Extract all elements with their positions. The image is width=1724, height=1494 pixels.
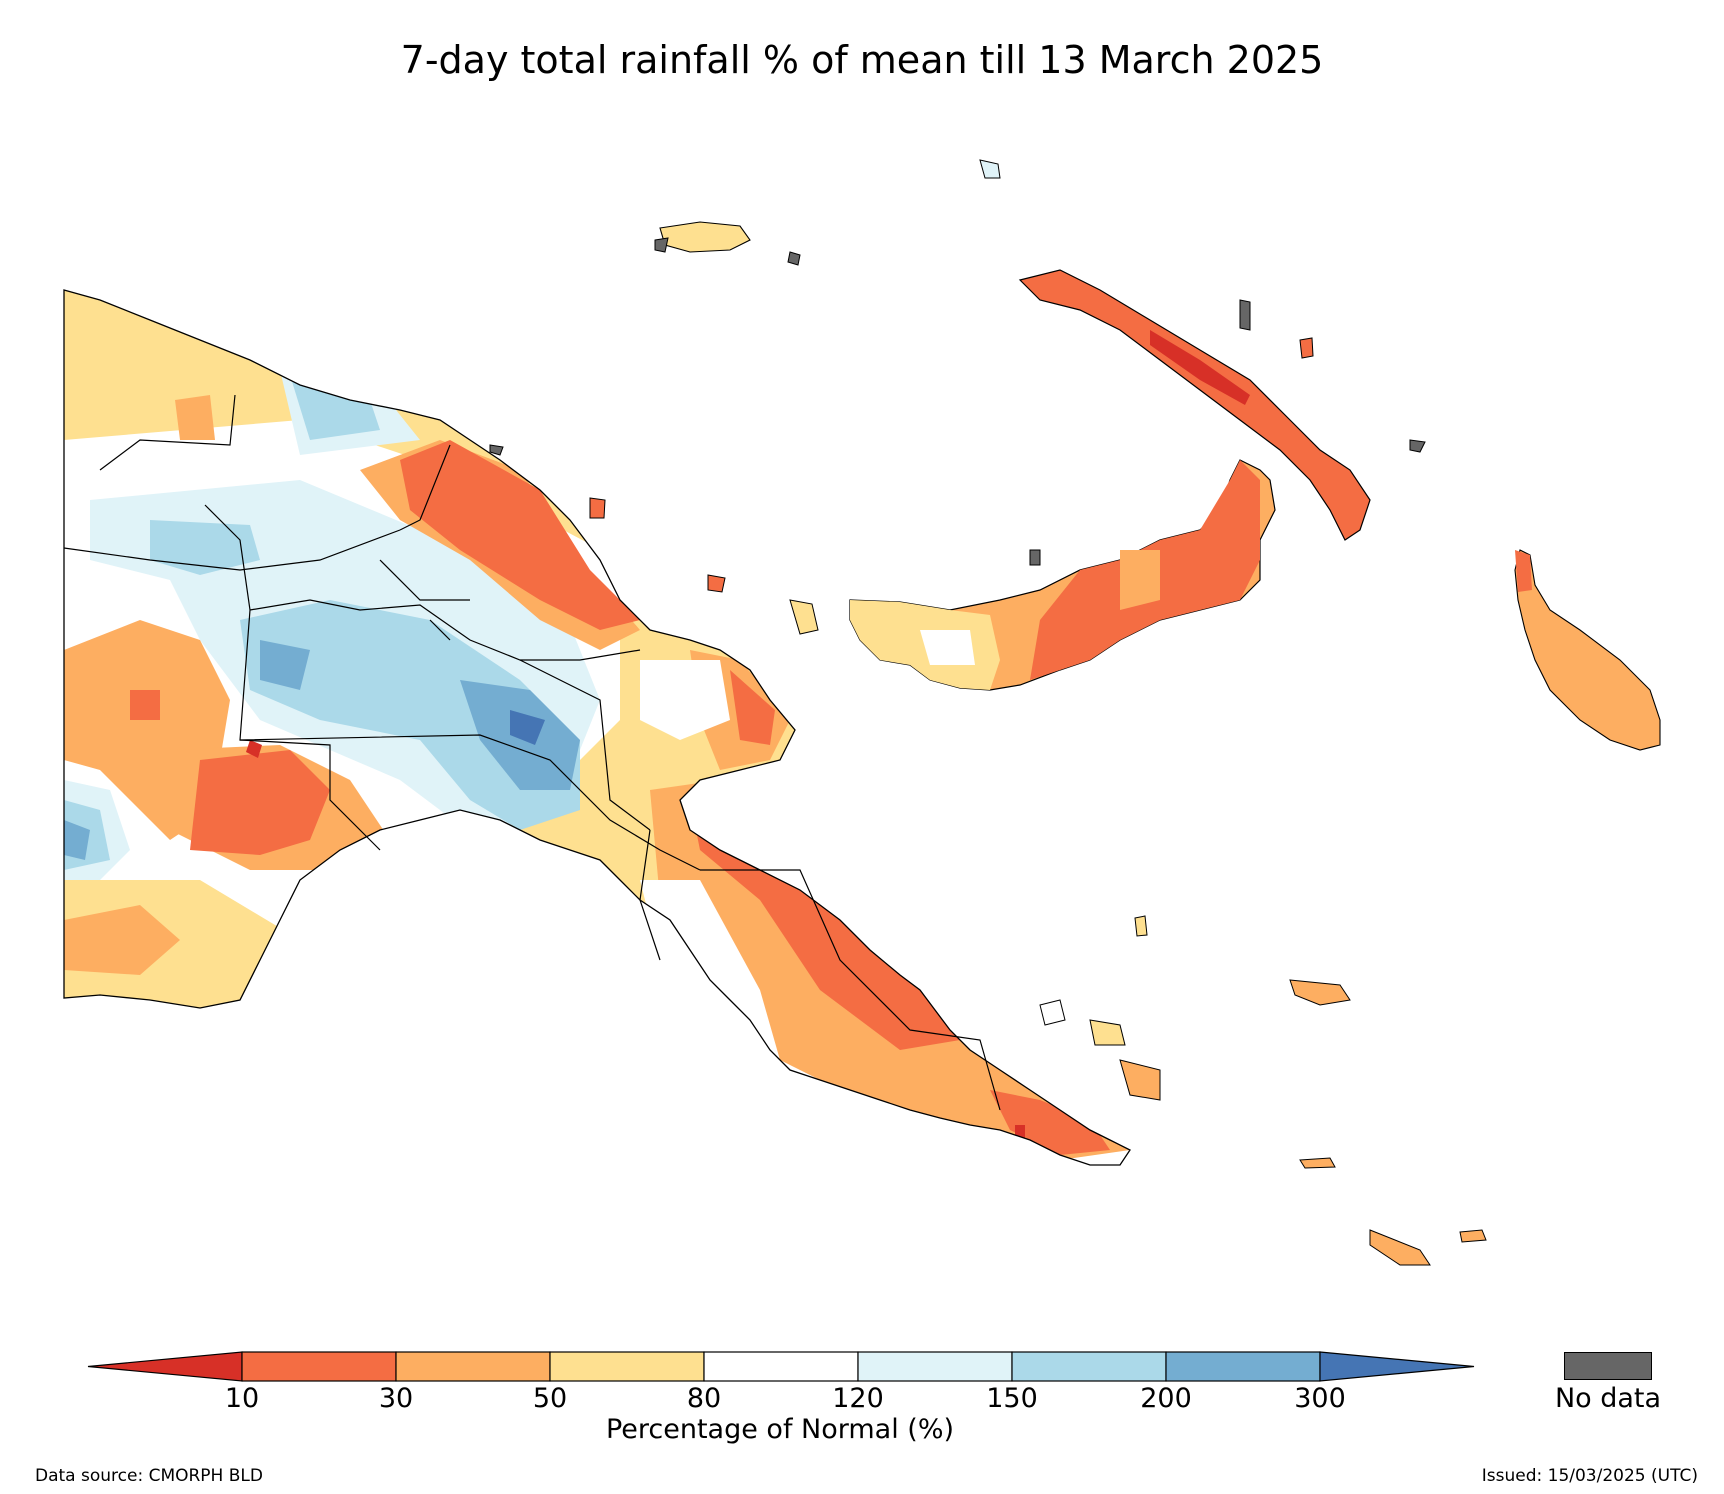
colorbar-bin-10-30 [241,1351,397,1382]
data-source-note: Data source: CMORPH BLD [35,1466,263,1486]
colorbar-bin-above-300 [1319,1351,1475,1382]
tick-label-30: 30 [378,1383,414,1414]
bougainville-island [1514,549,1661,751]
colorbar-bin-80-120 [703,1351,859,1382]
colorbar-title: Percentage of Normal (%) [605,1414,955,1445]
tick-label-150: 150 [986,1383,1038,1414]
new-ireland-island [1018,269,1371,541]
colorbar-bin-120-150 [857,1351,1013,1382]
no-data-label: No data [1554,1383,1662,1414]
tick-label-80: 80 [686,1383,722,1414]
mainland-shading [63,289,1131,1166]
no-data-swatch [1564,1352,1652,1380]
tick-label-300: 300 [1294,1383,1346,1414]
colorbar-bin-50-80 [549,1351,705,1382]
tick-label-50: 50 [532,1383,568,1414]
new-britain-island [849,459,1276,691]
tick-label-200: 200 [1140,1383,1192,1414]
issued-note: Issued: 15/03/2025 (UTC) [1481,1466,1698,1486]
small-islands [489,159,1487,1266]
colorbar-bin-below-10 [87,1351,243,1382]
colorbar [87,1351,1475,1382]
colorbar-bin-30-50 [395,1351,551,1382]
map-title: 7-day total rainfall % of mean till 13 M… [400,38,1324,82]
manus-island [654,221,801,266]
colorbar-bin-200-300 [1165,1351,1321,1382]
colorbar-bin-150-200 [1011,1351,1167,1382]
tick-label-10: 10 [224,1383,260,1414]
tick-label-120: 120 [832,1383,884,1414]
